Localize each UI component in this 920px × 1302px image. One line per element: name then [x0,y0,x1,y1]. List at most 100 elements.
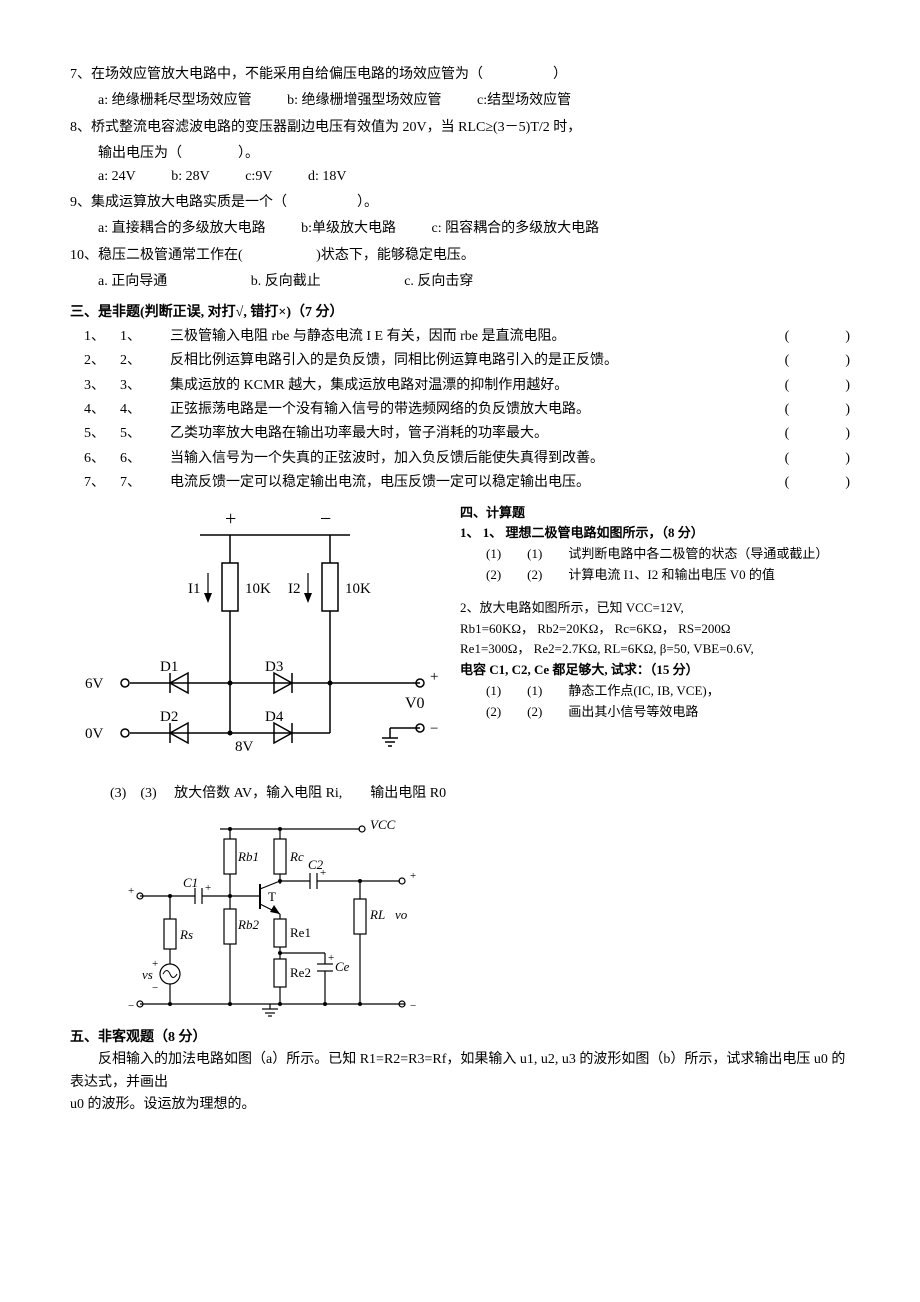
c2-rl: RL [369,907,385,922]
tf-num1: 5、 [70,423,120,445]
q7-opt-a: a: 绝缘栅耗尽型场效应管 [98,90,252,112]
tf-num1: 2、 [70,350,120,372]
tf-num1: 3、 [70,375,120,397]
circuit-2-diagram: VCC Rb1 Rc T C1 + Rs vs + − [70,809,850,1019]
c1-minus: − [320,508,331,530]
tf-row-1: 1、1、三极管输入电阻 rbe 与静态电流 I E 有关，因而 rbe 是直流电… [70,326,850,348]
calc2-line7: (3) (3) 放大倍数 AV，输入电阻 Ri, 输出电阻 R0 [70,783,850,805]
section-3-title: 三、是非题(判断正误, 对打√, 错打×)（7 分） [70,302,850,324]
svg-text:+: + [410,870,416,882]
calc1-line3: (2) (2) 计算电流 I1、I2 和输出电压 V0 的值 [460,565,850,586]
tf-row-2: 2、2、反相比例运算电路引入的是负反馈，同相比例运算电路引入的是正反馈。( ) [70,350,850,372]
c1-V0: V0 [405,695,425,712]
calc1-line2: (1) (1) 试判断电路中各二极管的状态（导通或截止） [460,544,850,565]
c2-vcc: VCC [370,817,396,832]
tf-paren: ( ) [730,472,850,494]
section-5-title: 五、非客观题（8 分） [70,1027,850,1049]
calc2-line6: (2) (2) 画出其小信号等效电路 [460,702,850,723]
c2-rc: Rc [289,849,304,864]
c2-vo: vo [395,907,408,922]
c2-re1: Re1 [290,925,311,940]
c1-8v: 8V [235,739,254,755]
tf-text: 当输入信号为一个失真的正弦波时，加入负反馈后能使失真得到改善。 [170,448,730,470]
tf-row-3: 3、3、集成运放的 KCMR 越大，集成运放电路对温漂的抑制作用越好。( ) [70,375,850,397]
c1-outminus: − [430,721,438,737]
svg-text:+: + [152,958,158,970]
calc2-line2: Rb1=60KΩ， Rb2=20KΩ， Rc=6KΩ， RS=200Ω [460,619,850,640]
tf-paren: ( ) [730,375,850,397]
c2-rb1: Rb1 [237,849,259,864]
c1-6v: 6V [85,676,104,692]
c1-I2: I2 [288,581,301,597]
section-4-wrap: + − I1 10K I2 10K [70,503,850,783]
c1-D4: D4 [265,709,284,725]
circuit-1-diagram: + − I1 10K I2 10K [70,503,450,783]
q9-opt-b: b:单级放大电路 [301,218,396,240]
tf-num1: 6、 [70,448,120,470]
tf-num2: 3、 [120,375,170,397]
c2-ce: Ce [335,959,350,974]
c1-D3: D3 [265,659,283,675]
q10-text: 10、稳压二极管通常工作在( )状态下，能够稳定电压。 [70,248,475,263]
question-9: 9、集成运算放大电路实质是一个（ ）。 [70,192,850,214]
q9-text: 9、集成运算放大电路实质是一个（ ）。 [70,195,378,210]
q7-opt-b: b: 绝缘栅增强型场效应管 [287,90,441,112]
svg-text:+: + [128,885,134,897]
section-4-text: 四、计算题 1、 1、 理想二极管电路如图所示，（8 分） (1) (1) 试判… [450,503,850,783]
tf-num2: 1、 [120,326,170,348]
tf-paren: ( ) [730,326,850,348]
tf-num2: 7、 [120,472,170,494]
q7-options: a: 绝缘栅耗尽型场效应管 b: 绝缘栅增强型场效应管 c:结型场效应管 [98,90,850,112]
q8-opt-b: b: 28V [171,166,210,188]
calc2-line3: Re1=300Ω， Re2=2.7KΩ, RL=6KΩ, β=50, VBE=0… [460,639,850,660]
c1-10k2: 10K [345,581,371,597]
q9-options: a: 直接耦合的多级放大电路 b:单级放大电路 c: 阻容耦合的多级放大电路 [98,218,850,240]
c1-0v: 0V [85,726,104,742]
q8-text2: 输出电压为（ ）。 [98,146,259,161]
svg-text:−: − [152,982,158,994]
tf-text: 电流反馈一定可以稳定输出电流，电压反馈一定可以稳定输出电压。 [170,472,730,494]
true-false-list: 1、1、三极管输入电阻 rbe 与静态电流 I E 有关，因而 rbe 是直流电… [70,326,850,495]
svg-text:+: + [328,952,334,964]
c1-D2: D2 [160,709,178,725]
diode-d3: D3 [265,659,292,693]
tf-num2: 2、 [120,350,170,372]
svg-text:+: + [205,882,211,894]
c1-plus: + [225,508,236,530]
tf-row-5: 5、5、乙类功率放大电路在输出功率最大时，管子消耗的功率最大。( ) [70,423,850,445]
tf-paren: ( ) [730,423,850,445]
tf-num1: 1、 [70,326,120,348]
q7-opt-c: c:结型场效应管 [477,90,571,112]
q10-opt-c: c. 反向击穿 [404,271,473,293]
calc1-line1: 1、 1、 理想二极管电路如图所示，（8 分） [460,523,850,544]
diode-d1: D1 [160,659,188,693]
section-5-body2: u0 的波形。设运放为理想的。 [70,1094,850,1116]
c2-re2: Re2 [290,965,311,980]
tf-num1: 7、 [70,472,120,494]
tf-text: 三极管输入电阻 rbe 与静态电流 I E 有关，因而 rbe 是直流电阻。 [170,326,730,348]
calc2-line4: 电容 C1, C2, Ce 都足够大, 试求：（15 分） [460,660,850,681]
tf-row-6: 6、6、当输入信号为一个失真的正弦波时，加入负反馈后能使失真得到改善。( ) [70,448,850,470]
q8-opt-a: a: 24V [98,166,136,188]
tf-row-7: 7、7、电流反馈一定可以稳定输出电流，电压反馈一定可以稳定输出电压。( ) [70,472,850,494]
q8-options: a: 24V b: 28V c:9V d: 18V [98,166,850,188]
calc2-line1: 2、放大电路如图所示，已知 VCC=12V, [460,598,850,619]
svg-text:−: − [128,1000,134,1012]
tf-num2: 6、 [120,448,170,470]
c1-10k1: 10K [245,581,271,597]
question-8: 8、桥式整流电容滤波电路的变压器副边电压有效值为 20V，当 RLC≥(3－5)… [70,117,850,139]
q8-opt-d: d: 18V [308,166,347,188]
c2-rb2: Rb2 [237,917,259,932]
c2-T: T [268,889,276,904]
section-5-body1: 反相输入的加法电路如图（a）所示。已知 R1=R2=R3=Rf，如果输入 u1,… [70,1049,850,1094]
q10-opt-a: a. 正向导通 [98,271,167,293]
tf-num2: 5、 [120,423,170,445]
c1-outplus: + [430,669,438,685]
q7-text: 7、在场效应管放大电路中，不能采用自给偏压电路的场效应管为（ ） [70,67,567,82]
tf-num2: 4、 [120,399,170,421]
tf-row-4: 4、4、正弦振荡电路是一个没有输入信号的带选频网络的负反馈放大电路。( ) [70,399,850,421]
q9-opt-a: a: 直接耦合的多级放大电路 [98,218,266,240]
c1-I1: I1 [188,581,201,597]
tf-num1: 4、 [70,399,120,421]
tf-paren: ( ) [730,448,850,470]
